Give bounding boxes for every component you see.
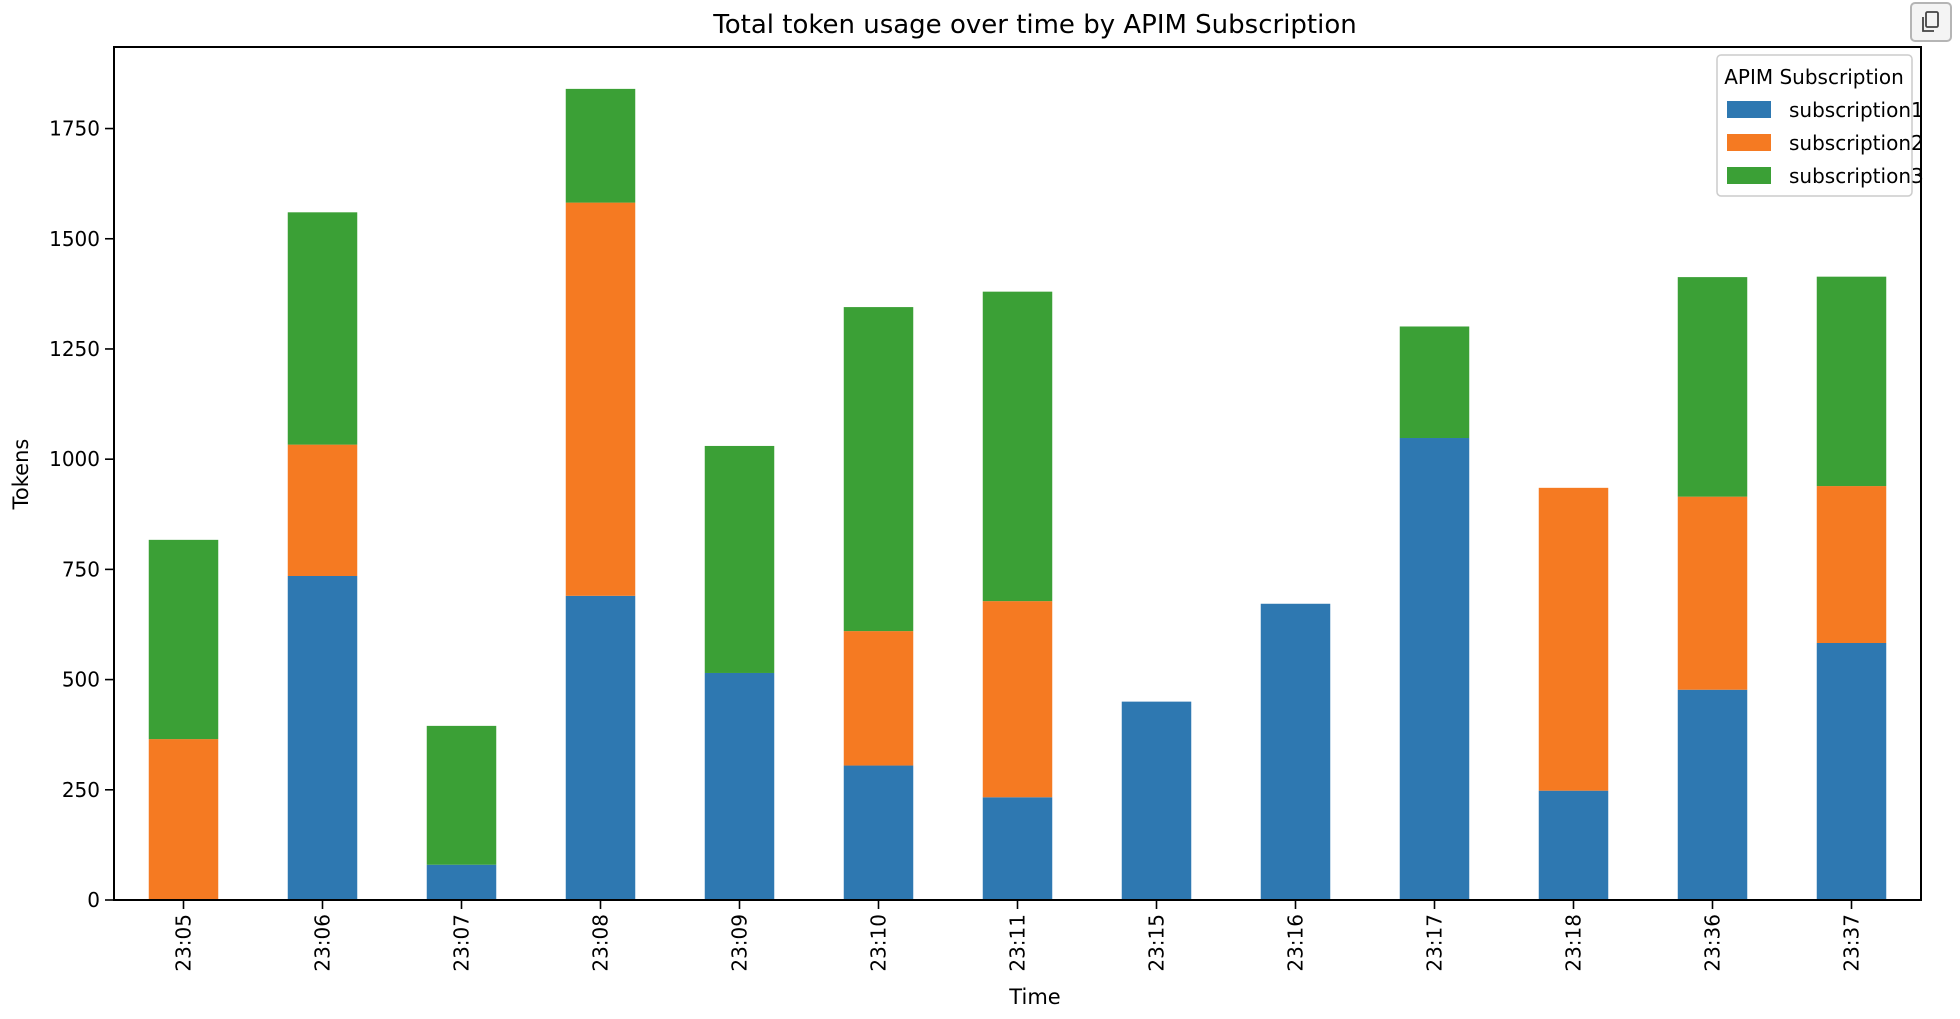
bar-subscription1-2315 (1121, 701, 1192, 900)
bar-subscription3-2311 (982, 291, 1053, 602)
bar-subscription2-2336 (1677, 496, 1748, 690)
legend-items: subscription1 subscription2 subscription3 (1727, 98, 1924, 188)
bar-subscription2-2306 (287, 444, 358, 576)
bar-subscription3-2309 (704, 445, 775, 673)
x-tick-label: 23:18 (1562, 914, 1586, 972)
bar-subscription2-2337 (1816, 486, 1887, 643)
x-tick-label: 23:10 (867, 914, 891, 972)
x-tick-label: 23:06 (311, 914, 335, 972)
bar-subscription2-2310 (843, 631, 914, 766)
bar-subscription1-2308 (565, 595, 636, 900)
y-tick-label: 1000 (49, 447, 100, 471)
x-tick-label: 23:16 (1284, 914, 1308, 972)
bar-subscription1-2337 (1816, 642, 1887, 900)
legend: APIM Subscription subscription1subscript… (1716, 54, 1924, 197)
y-tick-label: 1750 (49, 117, 100, 141)
y-tick-label: 1250 (49, 337, 100, 361)
x-tick-label: 23:37 (1840, 914, 1864, 972)
x-tick-label: 23:36 (1701, 914, 1725, 972)
bar-subscription3-2306 (287, 212, 358, 445)
bar-subscription2-2318 (1538, 487, 1609, 791)
x-tick-label: 23:07 (450, 914, 474, 972)
legend-label-subscription3: subscription3 (1789, 164, 1924, 188)
y-tick-label: 250 (62, 778, 100, 802)
y-tick-label: 750 (62, 557, 100, 581)
x-axis-label: Time (1008, 985, 1060, 1009)
y-axis-label: Tokens (9, 439, 33, 511)
bar-subscription2-2311 (982, 601, 1053, 798)
x-axis: 23:05 23:06 23:07 23:08 23:09 23:10 23:11 23:15… (172, 900, 1864, 972)
bar-subscription3-2317 (1399, 326, 1470, 439)
bar-subscription1-2316 (1260, 603, 1331, 900)
bar-subscription1-2317 (1399, 438, 1470, 900)
bar-subscription1-2310 (843, 765, 914, 900)
bar-subscription2-2305 (148, 739, 219, 900)
bar-subscription1-2309 (704, 672, 775, 900)
legend-swatch-subscription1 (1727, 101, 1771, 118)
legend-swatch-subscription3 (1727, 167, 1771, 184)
legend-label-subscription2: subscription2 (1789, 131, 1924, 155)
copy-icon (1922, 11, 1939, 32)
copy-button[interactable] (1910, 2, 1952, 42)
legend-label-subscription1: subscription1 (1789, 98, 1924, 122)
bar-subscription2-2308 (565, 202, 636, 596)
x-tick-label: 23:08 (589, 914, 613, 972)
x-tick-label: 23:05 (172, 914, 196, 972)
bar-subscription3-2307 (426, 725, 497, 865)
bars-layer (148, 88, 1887, 900)
x-tick-label: 23:09 (728, 914, 752, 972)
x-tick-label: 23:15 (1145, 914, 1169, 972)
bar-subscription1-2336 (1677, 689, 1748, 900)
legend-frame (1716, 54, 1913, 197)
y-tick-label: 0 (87, 888, 100, 912)
bar-subscription3-2305 (148, 539, 219, 740)
bar-subscription3-2310 (843, 307, 914, 632)
bar-subscription3-2336 (1677, 277, 1748, 497)
y-tick-label: 1500 (49, 227, 100, 251)
bar-subscription1-2318 (1538, 790, 1609, 900)
legend-swatch-subscription2 (1727, 134, 1771, 151)
x-tick-label: 23:11 (1006, 914, 1030, 972)
chart-title: Total token usage over time by APIM Subs… (712, 10, 1356, 40)
x-tick-label: 23:17 (1423, 914, 1447, 972)
y-axis: 0 250 500 750 1000 1250 1500 1750 (49, 117, 114, 912)
bar-subscription3-2337 (1816, 276, 1887, 487)
bar-subscription1-2311 (982, 797, 1053, 900)
y-tick-label: 500 (62, 668, 100, 692)
bar-subscription1-2307 (426, 864, 497, 900)
legend-title: APIM Subscription (1724, 65, 1904, 89)
bar-subscription1-2306 (287, 575, 358, 900)
bar-subscription3-2308 (565, 88, 636, 203)
